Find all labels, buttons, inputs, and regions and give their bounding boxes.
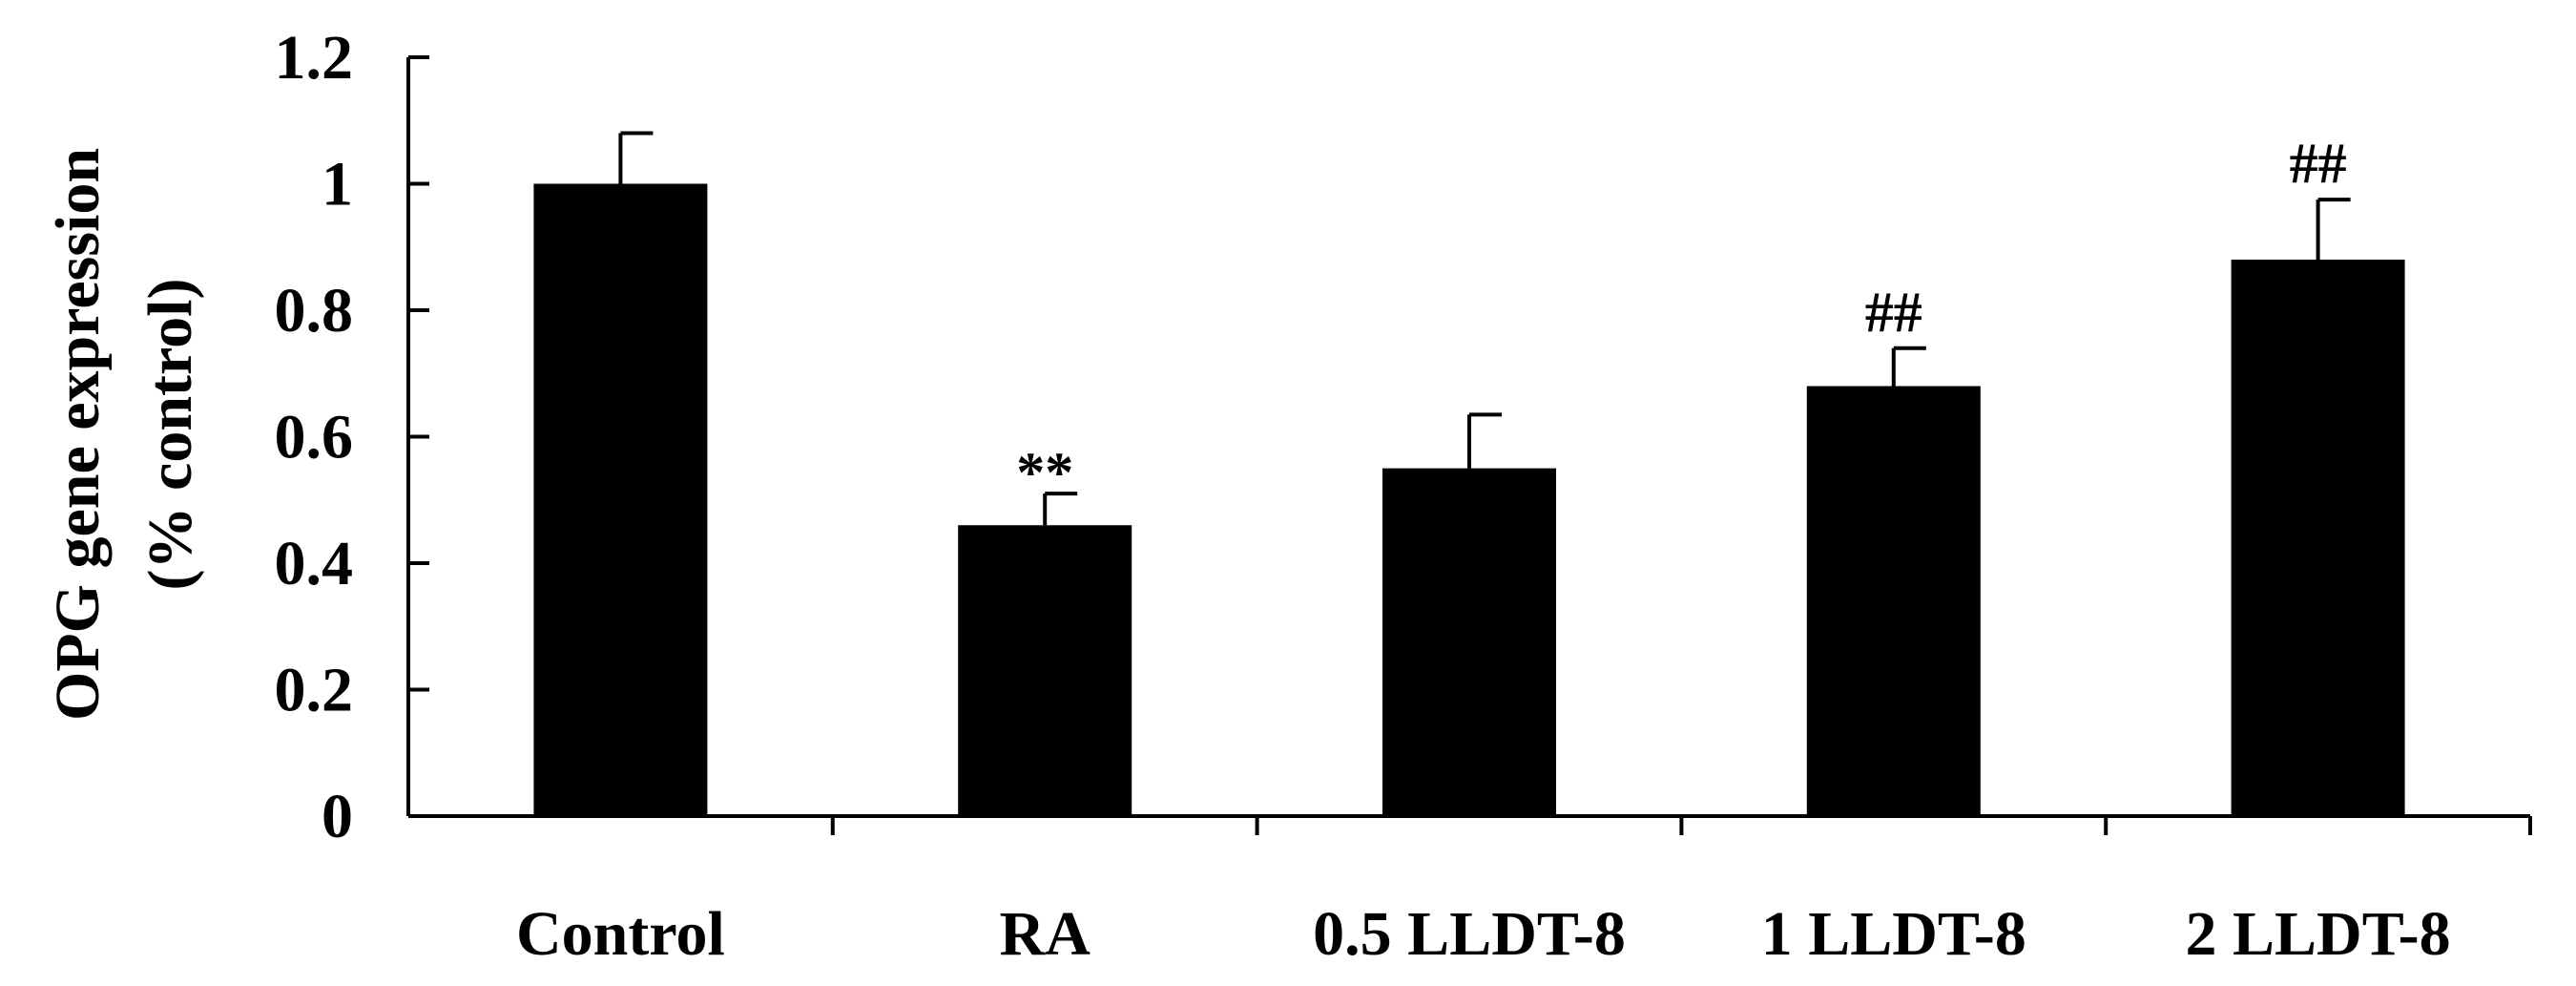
y-tick-label: 0.4 bbox=[275, 529, 354, 598]
category-label: RA bbox=[1000, 899, 1091, 969]
category-labels: Control RA 0.5 LLDT-8 1 LLDT-8 2 LLDT-8 bbox=[516, 899, 2451, 969]
y-tick-label: 1.2 bbox=[275, 23, 354, 93]
y-tick-label: 0 bbox=[322, 782, 353, 851]
y-axis-title-line2: (% control) bbox=[135, 279, 205, 591]
y-axis-title: OPG gene expression (% control) bbox=[43, 148, 205, 721]
y-tick-label: 0.6 bbox=[275, 403, 354, 472]
y-tick-label: 0.8 bbox=[275, 276, 354, 346]
significance-label: ## bbox=[1865, 281, 1922, 344]
y-axis-title-line1: OPG gene expression bbox=[43, 148, 113, 721]
bar bbox=[1382, 468, 1556, 816]
significance-label: ## bbox=[2290, 132, 2347, 195]
bar bbox=[958, 525, 1132, 816]
category-label: 0.5 LLDT-8 bbox=[1313, 899, 1626, 969]
bar bbox=[1806, 386, 1981, 816]
bar bbox=[2231, 260, 2405, 816]
error-bars bbox=[618, 131, 2351, 526]
category-label: 1 LLDT-8 bbox=[1761, 899, 2026, 969]
significance-label: ** bbox=[1016, 441, 1073, 504]
y-ticks: 0 0.2 0.4 0.6 0.8 1 1.2 bbox=[275, 23, 429, 851]
category-label: 2 LLDT-8 bbox=[2186, 899, 2451, 969]
category-label: Control bbox=[516, 899, 725, 969]
bar bbox=[533, 183, 708, 816]
bars bbox=[533, 183, 2405, 816]
y-tick-label: 1 bbox=[322, 150, 353, 220]
significance-annotations: ** ## ## bbox=[1016, 132, 2346, 504]
y-tick-label: 0.2 bbox=[275, 656, 354, 725]
